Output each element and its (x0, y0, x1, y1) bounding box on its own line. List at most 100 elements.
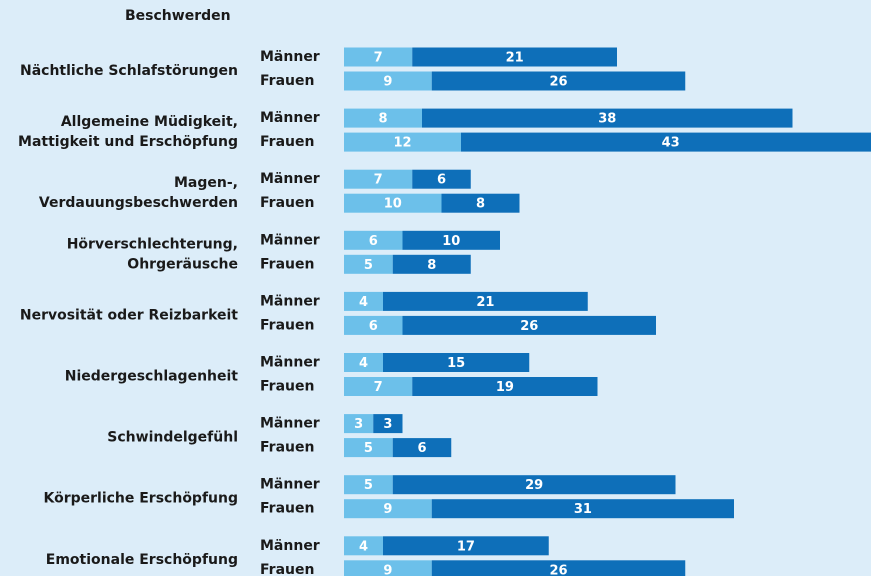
value-label: 6 (417, 441, 426, 456)
category-label: Emotionale Erschöpfung (46, 552, 238, 568)
value-label: 26 (549, 563, 567, 576)
bar-segment (344, 291, 383, 311)
bar-segment (344, 71, 432, 91)
category-label: Niedergeschlagenheit (65, 369, 239, 385)
bar-segment (431, 560, 686, 576)
value-label: 21 (476, 295, 494, 310)
group-label: Männer (260, 110, 320, 126)
bar-segment (344, 438, 393, 458)
value-label: 8 (476, 197, 485, 212)
bar-segment (412, 377, 598, 396)
value-label: 29 (525, 478, 543, 493)
bar-segment (392, 438, 452, 458)
bar-segment (344, 315, 403, 335)
value-label: 17 (457, 539, 475, 554)
bar-segment (344, 536, 383, 556)
value-label: 7 (374, 173, 383, 188)
value-label: 4 (359, 539, 368, 554)
bar-segment (412, 169, 471, 189)
bar-segment (344, 475, 393, 495)
value-label: 7 (374, 51, 383, 66)
value-label: 10 (384, 197, 402, 212)
group-label: Frauen (260, 501, 314, 517)
bar-segment (431, 499, 734, 519)
value-label: 38 (598, 112, 616, 127)
bar-segment (383, 291, 588, 311)
group-label: Männer (260, 49, 320, 65)
value-label: 12 (393, 136, 411, 151)
value-label: 26 (549, 75, 567, 90)
value-label: 7 (374, 380, 383, 395)
group-label: Frauen (260, 562, 314, 576)
value-label: 9 (383, 502, 392, 517)
category-label: Ohrgeräusche (127, 256, 238, 272)
bar-segment (344, 132, 461, 152)
group-label: Frauen (260, 317, 314, 333)
value-label: 26 (520, 319, 538, 334)
value-label: 5 (364, 478, 373, 493)
bar-segment (373, 414, 403, 434)
bar-segment (344, 499, 432, 519)
group-label: Frauen (260, 379, 314, 395)
bar-segment (461, 132, 871, 152)
value-label: 6 (369, 234, 378, 249)
category-label: Mattigkeit und Erschöpfung (18, 134, 238, 150)
value-label: 19 (496, 380, 514, 395)
value-label: 15 (447, 356, 465, 371)
bar-segment (344, 230, 403, 250)
value-label: 9 (383, 75, 392, 90)
group-label: Männer (260, 416, 320, 432)
bar-segment (392, 475, 676, 495)
value-label: 5 (364, 441, 373, 456)
value-label: 10 (442, 234, 460, 249)
bar-segment (441, 193, 520, 213)
value-label: 4 (359, 356, 368, 371)
category-label: Körperliche Erschöpfung (43, 491, 238, 507)
bar-segment (344, 414, 374, 434)
category-label: Verdauungsbeschwerden (39, 195, 238, 211)
group-label: Frauen (260, 440, 314, 456)
bar-segment (344, 353, 383, 372)
group-label: Frauen (260, 134, 314, 150)
bar-segment (383, 353, 530, 372)
value-label: 3 (383, 417, 392, 432)
value-label: 6 (369, 319, 378, 334)
category-label: Nächtliche Schlafstörungen (20, 63, 238, 79)
value-label: 8 (427, 258, 436, 273)
value-label: 8 (378, 112, 387, 127)
bar-segment (392, 254, 471, 274)
group-label: Männer (260, 293, 320, 309)
category-label: Hörverschlechterung, (67, 236, 238, 252)
bar-segment (383, 536, 549, 556)
category-label: Allgemeine Müdigkeit, (61, 114, 238, 130)
value-label: 31 (574, 502, 592, 517)
chart-title: Beschwerden (125, 8, 231, 24)
bar-segment (422, 108, 793, 128)
bar-segment (412, 47, 617, 67)
bar-segment (402, 315, 656, 335)
bar-segment (344, 108, 422, 128)
bar-segment (344, 377, 413, 396)
group-label: Männer (260, 538, 320, 554)
value-label: 6 (437, 173, 446, 188)
group-label: Frauen (260, 73, 314, 89)
value-label: 9 (383, 563, 392, 576)
bar-segment (344, 169, 413, 189)
value-label: 3 (354, 417, 363, 432)
value-label: 5 (364, 258, 373, 273)
bar-segment (431, 71, 686, 91)
bar-segment (402, 230, 500, 250)
value-label: 43 (662, 136, 680, 151)
group-label: Männer (260, 477, 320, 493)
value-label: 4 (359, 295, 368, 310)
value-label: 21 (506, 51, 524, 66)
group-label: Männer (260, 171, 320, 187)
group-label: Frauen (260, 195, 314, 211)
bar-segment (344, 254, 393, 274)
bar-segment (344, 47, 413, 67)
bar-segment (344, 193, 442, 213)
group-label: Frauen (260, 256, 314, 272)
category-label: Nervosität oder Reizbarkeit (20, 307, 238, 323)
